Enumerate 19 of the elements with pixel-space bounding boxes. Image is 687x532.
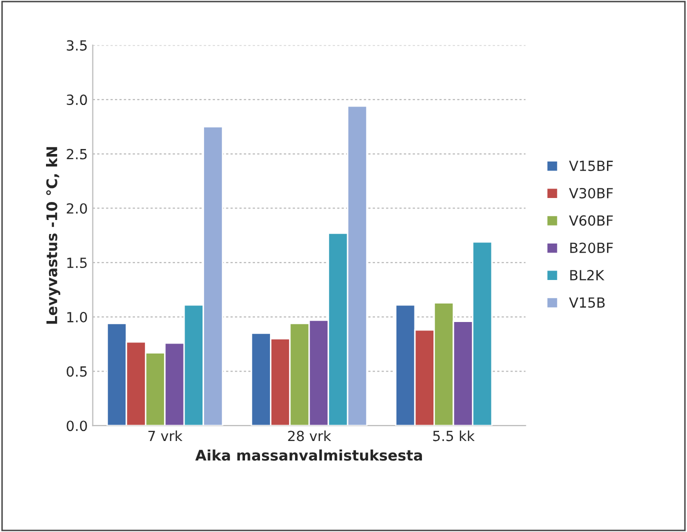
legend-label: B20BF xyxy=(570,242,613,254)
y-tick-label: 2.0 xyxy=(66,203,87,214)
y-tick-label: 1.5 xyxy=(67,258,87,268)
legend-label: V15BF xyxy=(569,160,613,172)
legend-label: BL2K xyxy=(570,270,604,280)
legend-label: V60BF xyxy=(569,215,613,226)
x-tick-label: 7 vrk xyxy=(148,430,182,442)
x-tick-label: 5.5 kk xyxy=(433,430,475,442)
x-tick-label: 28 vrk xyxy=(288,430,332,442)
x-axis-title: Aika massanvalmistuksesta xyxy=(195,449,422,461)
y-tick-label: 3.5 xyxy=(66,40,87,51)
y-tick-label: 0.5 xyxy=(66,366,87,377)
legend-label: V15B xyxy=(569,297,605,308)
y-axis-title: Levyvastus -10 °C, kN xyxy=(46,147,60,324)
y-tick-label: 0.0 xyxy=(66,420,87,432)
y-tick-label: 2.5 xyxy=(66,148,87,160)
y-tick-label: 3.0 xyxy=(66,94,87,106)
legend-label: V30BF xyxy=(569,188,613,198)
y-tick-label: 1.0 xyxy=(67,312,87,322)
